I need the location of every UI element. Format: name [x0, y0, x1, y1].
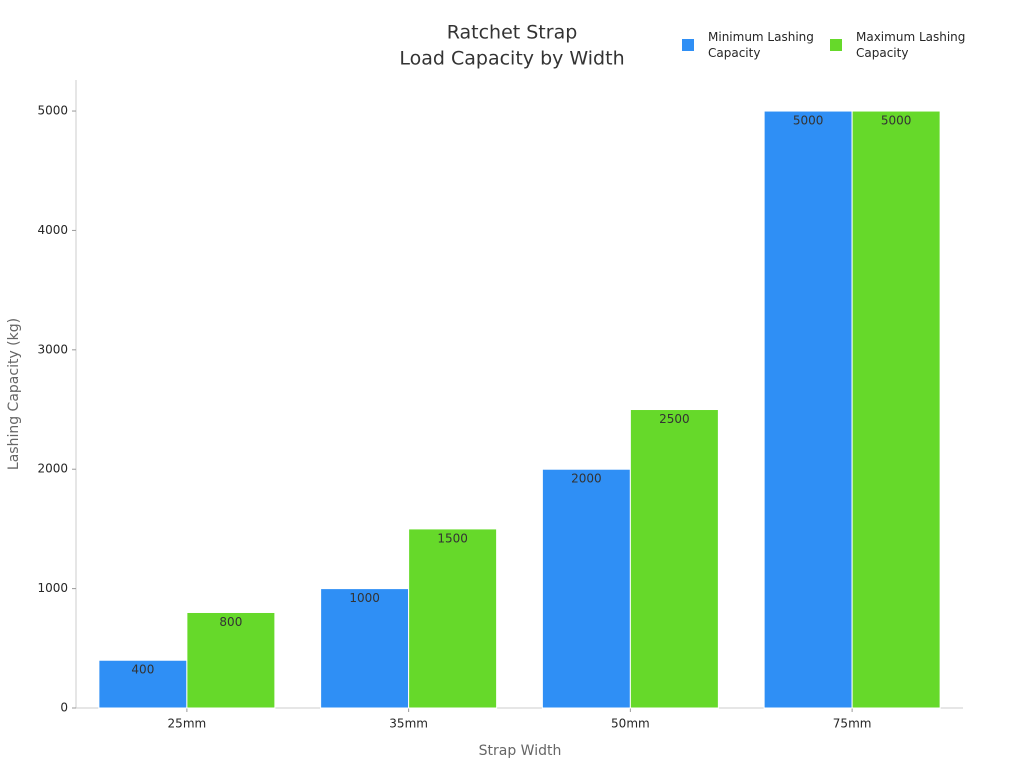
chart-title: Ratchet Strap: [447, 22, 578, 44]
y-tick-label: 4000: [37, 223, 68, 237]
y-tick-label: 0: [60, 701, 68, 715]
x-tick-label: 25mm: [168, 717, 207, 731]
bar: [851, 110, 941, 709]
value-label: 2500: [659, 412, 690, 426]
x-tick-label: 35mm: [389, 717, 428, 731]
bar: [186, 611, 276, 709]
bar: [629, 409, 719, 709]
value-label: 1500: [437, 531, 468, 545]
value-label: 800: [219, 615, 242, 629]
legend-item: Minimum Lashing Capacity: [682, 29, 828, 61]
legend-swatch: [830, 39, 842, 51]
chart-title: Load Capacity by Width: [399, 48, 624, 70]
x-tick-label: 50mm: [611, 717, 650, 731]
value-label: 400: [131, 663, 154, 677]
bar: [763, 110, 853, 709]
bar: [408, 528, 498, 709]
y-tick-label: 5000: [37, 104, 68, 118]
value-label: 2000: [571, 472, 602, 486]
bar: [541, 468, 631, 709]
x-axis-title: Strap Width: [479, 743, 562, 759]
y-axis-title: Lashing Capacity (kg): [6, 318, 22, 470]
y-tick-label: 3000: [37, 342, 68, 356]
y-tick-label: 2000: [37, 462, 68, 476]
value-label: 5000: [793, 114, 824, 128]
y-tick-label: 1000: [37, 581, 68, 595]
bar: [320, 588, 410, 709]
legend-swatch: [682, 39, 694, 51]
legend-label: Minimum Lashing Capacity: [708, 30, 814, 60]
value-label: 1000: [349, 591, 380, 605]
legend-label: Maximum Lashing Capacity: [856, 30, 966, 60]
x-tick-label: 75mm: [833, 717, 872, 731]
legend-item: Maximum Lashing Capacity: [830, 29, 976, 61]
value-label: 5000: [881, 114, 912, 128]
